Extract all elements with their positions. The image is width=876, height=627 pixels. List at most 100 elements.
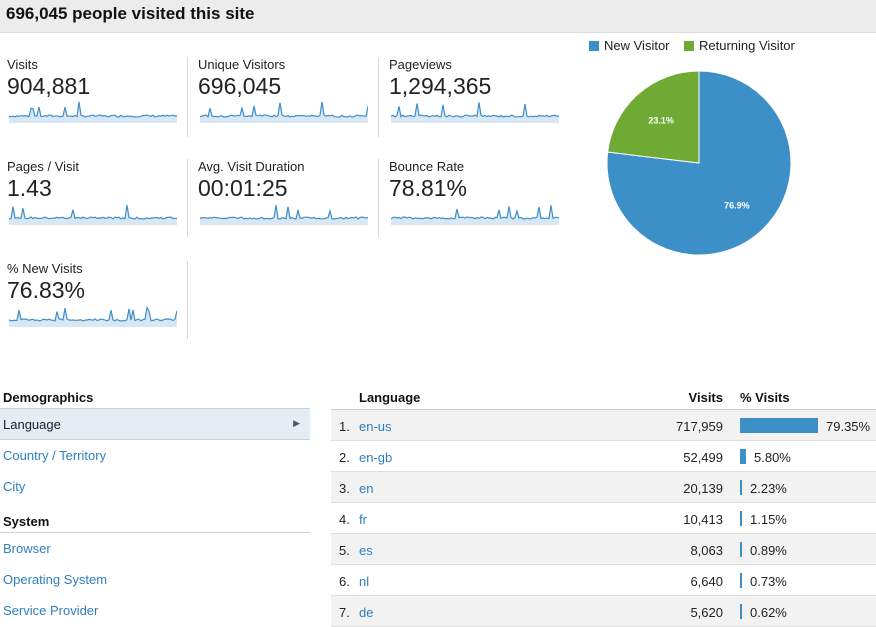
- metric-visits[interactable]: Visits 904,881: [7, 57, 179, 157]
- col-visits[interactable]: Visits: [688, 390, 723, 405]
- row-number: 4.: [339, 512, 350, 527]
- pie-slice-returning-visitor[interactable]: [607, 70, 700, 164]
- metric-label: % New Visits: [7, 261, 83, 276]
- metric-label: Pages / Visit: [7, 159, 80, 174]
- metric-pageviews[interactable]: Pageviews 1,294,365: [389, 57, 561, 157]
- sparkline-area: [9, 101, 177, 123]
- visits-value: 8,063: [690, 543, 723, 558]
- sparkline-line: [200, 205, 368, 220]
- metric-value: 76.83%: [7, 277, 86, 303]
- legend-swatch: [589, 41, 599, 51]
- row-number: 2.: [339, 450, 350, 465]
- percent-bar: [740, 480, 742, 495]
- language-link[interactable]: en: [359, 481, 374, 496]
- legend-swatch: [684, 41, 694, 51]
- nav-item-country[interactable]: Country / Territory: [0, 440, 310, 470]
- percent-bar: [740, 542, 742, 557]
- percent-bar: [740, 604, 742, 619]
- divider: [0, 532, 310, 533]
- metric-label: Unique Visitors: [198, 57, 286, 72]
- table-row: 1. en-us 717,959 79.35%: [331, 410, 876, 441]
- sparkline-area: [9, 307, 177, 327]
- page-header: 696,045 people visited this site: [0, 0, 876, 33]
- percent-value: 2.23%: [750, 481, 787, 496]
- table-row: 6. nl 6,640 0.73%: [331, 565, 876, 596]
- legend-label: New Visitor: [604, 38, 670, 53]
- divider: [0, 408, 310, 409]
- sparkline: [200, 205, 368, 225]
- visits-value: 52,499: [683, 450, 723, 465]
- visitor-pie-chart[interactable]: 76.9% 23.1%: [605, 69, 793, 257]
- row-number: 6.: [339, 574, 350, 589]
- metric-avg-visit-duration[interactable]: Avg. Visit Duration 00:01:25: [198, 159, 370, 259]
- visits-value: 5,620: [690, 605, 723, 620]
- language-link[interactable]: nl: [359, 574, 370, 589]
- col-language[interactable]: Language: [359, 390, 421, 405]
- sparkline: [9, 305, 177, 327]
- divider: [187, 159, 188, 237]
- sparkline: [9, 101, 177, 123]
- nav-item-language[interactable]: Language ▶: [0, 409, 310, 439]
- nav-item-browser[interactable]: Browser: [0, 533, 310, 563]
- row-number: 5.: [339, 543, 350, 558]
- divider: [378, 159, 379, 237]
- percent-bar: [740, 511, 742, 526]
- metric-new-visits[interactable]: % New Visits 76.83%: [7, 261, 179, 361]
- language-link[interactable]: en-us: [359, 419, 392, 434]
- row-number: 7.: [339, 605, 350, 620]
- sparkline-area: [391, 102, 559, 123]
- visits-value: 10,413: [683, 512, 723, 527]
- table-row: 3. en 20,139 2.23%: [331, 472, 876, 503]
- percent-value: 5.80%: [754, 450, 791, 465]
- sparkline-line: [200, 101, 368, 119]
- sparkline-area: [9, 205, 177, 225]
- metric-label: Avg. Visit Duration: [198, 159, 305, 174]
- pie-slice-label: 23.1%: [648, 115, 674, 125]
- nav-item-service-provider[interactable]: Service Provider: [0, 595, 310, 625]
- row-number: 3.: [339, 481, 350, 496]
- sparkline-area: [200, 101, 368, 123]
- percent-bar: [740, 418, 818, 433]
- metric-bounce-rate[interactable]: Bounce Rate 78.81%: [389, 159, 561, 259]
- table-row: 5. es 8,063 0.89%: [331, 534, 876, 565]
- table-row: 4. fr 10,413 1.15%: [331, 503, 876, 534]
- metric-value: 1.43: [7, 175, 52, 201]
- row-number: 1.: [339, 419, 350, 434]
- metric-label: Pageviews: [389, 57, 452, 72]
- metric-value: 904,881: [7, 73, 91, 99]
- metric-value: 696,045: [198, 73, 282, 99]
- sparkline: [200, 101, 368, 123]
- sparkline-line: [391, 205, 559, 220]
- legend-item-returning-visitor: Returning Visitor: [684, 38, 795, 53]
- visits-value: 6,640: [690, 574, 723, 589]
- percent-value: 0.73%: [750, 574, 787, 589]
- pie-slice-label: 76.9%: [724, 201, 750, 211]
- sparkline-line: [9, 305, 177, 322]
- col-pct-visits[interactable]: % Visits: [740, 390, 790, 405]
- divider: [378, 57, 379, 137]
- language-link[interactable]: es: [359, 543, 373, 558]
- metric-value: 00:01:25: [198, 175, 288, 201]
- metric-unique-visitors[interactable]: Unique Visitors 696,045: [198, 57, 370, 157]
- metric-value: 1,294,365: [389, 73, 492, 99]
- legend-label: Returning Visitor: [699, 38, 795, 53]
- divider: [0, 439, 310, 440]
- metric-value: 78.81%: [389, 175, 468, 201]
- language-link[interactable]: de: [359, 605, 374, 620]
- nav-item-city[interactable]: City: [0, 471, 310, 501]
- nav-item-label: Service Provider: [3, 603, 99, 618]
- sparkline-line: [391, 102, 559, 118]
- language-link[interactable]: en-gb: [359, 450, 393, 465]
- nav-item-operating-system[interactable]: Operating System: [0, 564, 310, 594]
- metric-pages-per-visit[interactable]: Pages / Visit 1.43: [7, 159, 179, 259]
- chevron-right-icon: ▶: [293, 418, 300, 428]
- table-row: 2. en-gb 52,499 5.80%: [331, 441, 876, 472]
- percent-value: 1.15%: [750, 512, 787, 527]
- nav-heading-system: System: [3, 514, 50, 529]
- table-row: 7. de 5,620 0.62%: [331, 596, 876, 627]
- nav-item-label: Operating System: [3, 572, 108, 587]
- language-link[interactable]: fr: [359, 512, 367, 527]
- percent-value: 79.35%: [826, 419, 871, 434]
- sparkline: [391, 102, 559, 123]
- percent-value: 0.62%: [750, 605, 787, 620]
